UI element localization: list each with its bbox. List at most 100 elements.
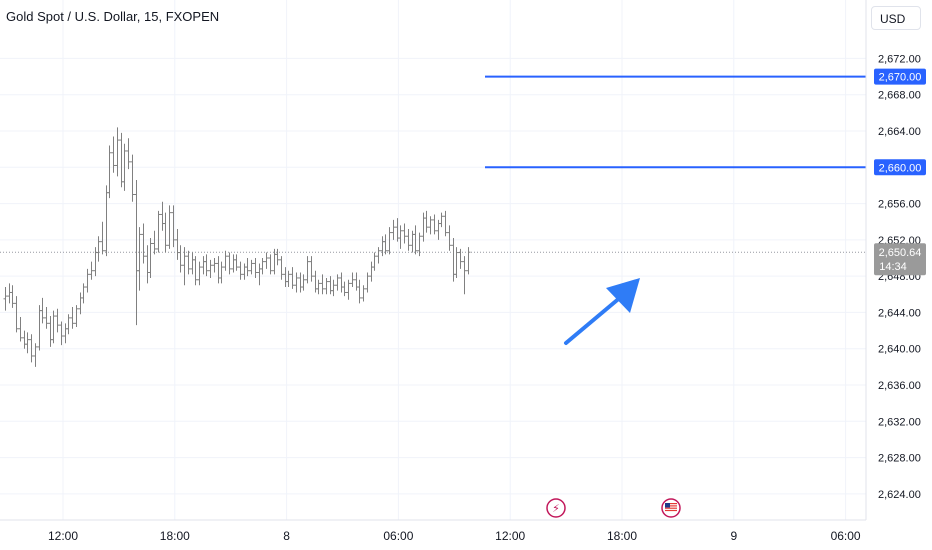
line-price-badge [874,159,926,176]
ohlc-bar [238,261,243,280]
price-tick-label: 2,656.00 [878,199,921,211]
ohlc-bar [70,306,75,329]
line-price-badge [874,68,926,85]
ohlc-bar [10,285,15,308]
time-tick-label: 18:00 [607,529,637,543]
ohlc-bar [242,263,247,280]
price-tick-label: 2,664.00 [878,126,921,138]
chart-title: Gold Spot / U.S. Dollar, 15, FXOPEN [6,9,220,24]
ohlc-bar [186,250,191,275]
line-price-badge-text: 2,660.00 [879,162,922,174]
ohlc-bar [111,136,116,173]
ohlc-bar [25,332,30,354]
ohlc-bar [81,283,86,304]
ohlc-bar [7,283,12,304]
ohlc-bar [339,272,344,293]
ohlc-bar [342,281,347,297]
ohlc-bar [130,154,135,202]
ohlc-bar [51,310,56,344]
ohlc-bar [163,212,168,253]
time-tick-label: 8 [283,529,290,543]
ohlc-bar [22,330,27,349]
ohlc-bar [279,256,284,280]
ohlc-bar [324,277,329,295]
ohlc-bar [462,256,467,295]
ohlc-bar [74,305,79,327]
ohlc-bar [197,261,202,286]
ohlc-bar [365,272,370,293]
price-badges: 2,670.00 2,660.00 2,650.64 14:34 [874,68,926,276]
ohlc-bar [432,214,437,235]
ohlc-bar [354,272,359,291]
ohlc-bar [328,276,333,295]
ohlc-bar [253,258,258,278]
ohlc-bar [104,185,109,257]
currency-button[interactable]: USD [871,6,921,30]
us-flag-event-icon[interactable] [661,498,681,518]
ohlc-bars [3,127,471,367]
ohlc-bar [201,256,206,275]
ohlc-bar [320,274,325,295]
ohlc-bar [18,316,23,342]
ohlc-bar [93,247,98,277]
ohlc-bar [298,272,303,293]
ohlc-bar [59,321,64,346]
ohlc-bar [346,279,351,300]
ohlc-bar [44,306,49,329]
current-price-text: 2,650.64 [879,247,922,259]
trend-arrow-drawing[interactable] [564,278,640,345]
ohlc-bar [204,254,209,277]
time-axis-labels: 12:00 18:00 8 06:00 12:00 18:00 9 06:00 [48,529,861,543]
ohlc-bar [257,263,262,286]
ohlc-bar [436,219,441,240]
ohlc-bar [167,205,172,249]
price-tick-label: 2,668.00 [878,90,921,102]
ohlc-bar [100,221,105,255]
ohlc-bar [190,252,195,275]
ohlc-bar [361,285,366,302]
price-tick-label: 2,636.00 [878,380,921,392]
ohlc-bar [391,219,396,240]
price-tick-label: 2,672.00 [878,53,921,65]
ohlc-bar [413,225,418,255]
ohlc-bar [417,232,422,257]
ohlc-bar [78,292,83,315]
ohlc-bar [3,287,8,311]
horizontal-lines [485,75,866,169]
flash-event-icon[interactable]: ⚡ [546,498,566,518]
ohlc-bar [439,212,444,228]
ohlc-bar [260,258,265,275]
line-price-badge-text: 2,670.00 [879,72,922,84]
ohlc-bar [350,272,355,288]
ohlc-bar [227,252,232,275]
ohlc-bar [466,247,471,275]
event-markers[interactable]: ⚡ [546,498,681,518]
ohlc-bar [55,308,60,333]
price-tick-label: 2,644.00 [878,307,921,319]
ohlc-bar [454,247,459,278]
ohlc-bar [96,236,101,262]
ohlc-bar [85,268,90,293]
ohlc-bar [148,238,153,278]
ohlc-bar [193,256,198,286]
ohlc-bar [301,274,306,291]
ohlc-bar [458,248,463,269]
ohlc-bar [160,201,165,231]
time-tick-label: 12:00 [48,529,78,543]
ohlc-bar [402,223,407,244]
ohlc-bar [231,254,236,273]
time-tick-label: 06:00 [831,529,861,543]
ohlc-bar [212,258,217,273]
ohlc-bar [264,252,269,269]
ohlc-bar [316,279,321,295]
time-tick-label: 12:00 [495,529,525,543]
ohlc-bar [369,261,374,282]
price-tick-label: 2,628.00 [878,453,921,465]
ohlc-bar [175,228,180,260]
ohlc-bar [145,245,150,284]
ohlc-bar [275,248,280,266]
ohlc-bar [331,279,336,297]
ohlc-bar [372,252,377,271]
price-tick-label: 2,640.00 [878,344,921,356]
